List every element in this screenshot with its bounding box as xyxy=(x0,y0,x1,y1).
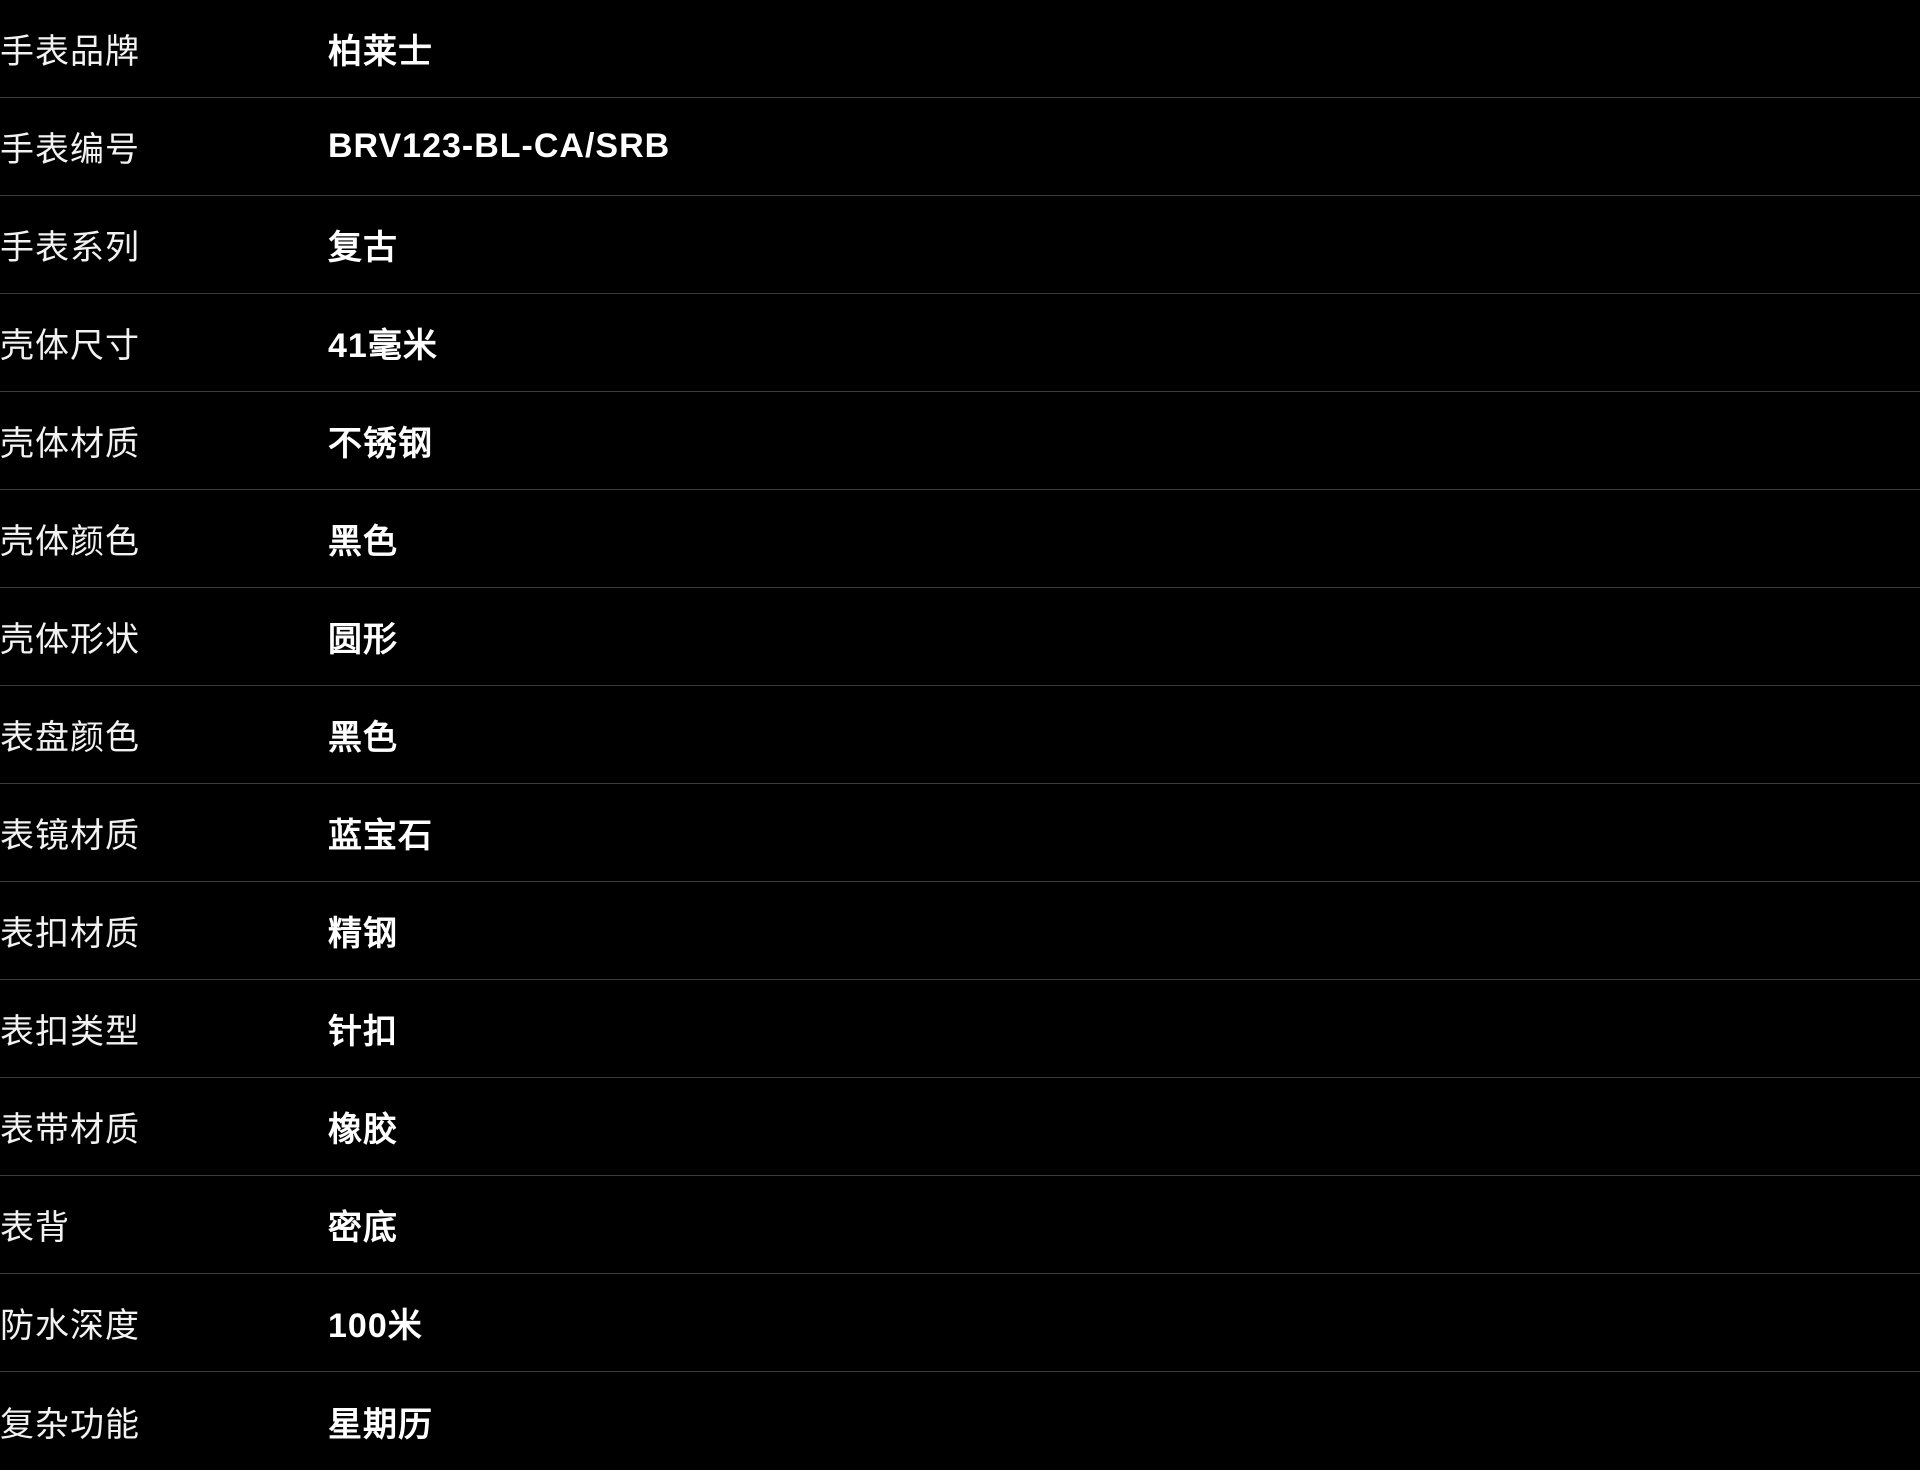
spec-label-8: 表镜材质 xyxy=(0,784,140,881)
spec-value-0: 柏莱士 xyxy=(328,0,433,97)
spec-value-4: 不锈钢 xyxy=(328,392,433,489)
spec-value-7: 黑色 xyxy=(328,686,398,783)
spec-label-14: 复杂功能 xyxy=(0,1372,140,1470)
spec-row: 壳体颜色 黑色 xyxy=(0,490,1920,588)
spec-row: 手表编号 BRV123-BL-CA/SRB xyxy=(0,98,1920,196)
spec-row: 复杂功能 星期历 xyxy=(0,1372,1920,1470)
spec-value-1: BRV123-BL-CA/SRB xyxy=(328,98,670,195)
spec-value-5: 黑色 xyxy=(328,490,398,587)
spec-label-2: 手表系列 xyxy=(0,196,140,293)
spec-label-1: 手表编号 xyxy=(0,98,140,195)
spec-row: 表盘颜色 黑色 xyxy=(0,686,1920,784)
spec-label-4: 壳体材质 xyxy=(0,392,140,489)
spec-value-14: 星期历 xyxy=(328,1372,433,1470)
spec-label-6: 壳体形状 xyxy=(0,588,140,685)
spec-row: 防水深度 100米 xyxy=(0,1274,1920,1372)
spec-row: 壳体尺寸 41毫米 xyxy=(0,294,1920,392)
spec-value-3: 41毫米 xyxy=(328,294,438,391)
spec-label-5: 壳体颜色 xyxy=(0,490,140,587)
spec-value-11: 橡胶 xyxy=(328,1078,398,1175)
spec-label-9: 表扣材质 xyxy=(0,882,140,979)
spec-label-10: 表扣类型 xyxy=(0,980,140,1077)
spec-value-8: 蓝宝石 xyxy=(328,784,433,881)
spec-label-13: 防水深度 xyxy=(0,1274,140,1371)
spec-value-2: 复古 xyxy=(328,196,398,293)
spec-value-13: 100米 xyxy=(328,1274,423,1371)
spec-label-12: 表背 xyxy=(0,1176,70,1273)
spec-row: 手表系列 复古 xyxy=(0,196,1920,294)
spec-value-12: 密底 xyxy=(328,1176,398,1273)
spec-row: 壳体形状 圆形 xyxy=(0,588,1920,686)
spec-row: 表背 密底 xyxy=(0,1176,1920,1274)
spec-value-10: 针扣 xyxy=(328,980,398,1077)
spec-row: 表扣材质 精钢 xyxy=(0,882,1920,980)
spec-row: 壳体材质 不锈钢 xyxy=(0,392,1920,490)
spec-row: 表带材质 橡胶 xyxy=(0,1078,1920,1176)
spec-row: 手表品牌 柏莱士 xyxy=(0,0,1920,98)
spec-label-0: 手表品牌 xyxy=(0,0,140,97)
spec-label-3: 壳体尺寸 xyxy=(0,294,140,391)
spec-row: 表镜材质 蓝宝石 xyxy=(0,784,1920,882)
spec-row: 表扣类型 针扣 xyxy=(0,980,1920,1078)
spec-value-9: 精钢 xyxy=(328,882,398,979)
watch-spec-table: 手表品牌 柏莱士手表编号 BRV123-BL-CA/SRB 手表系列 复古壳体尺寸 41毫… xyxy=(0,0,1920,1470)
spec-value-6: 圆形 xyxy=(328,588,398,685)
spec-label-7: 表盘颜色 xyxy=(0,686,140,783)
spec-label-11: 表带材质 xyxy=(0,1078,140,1175)
